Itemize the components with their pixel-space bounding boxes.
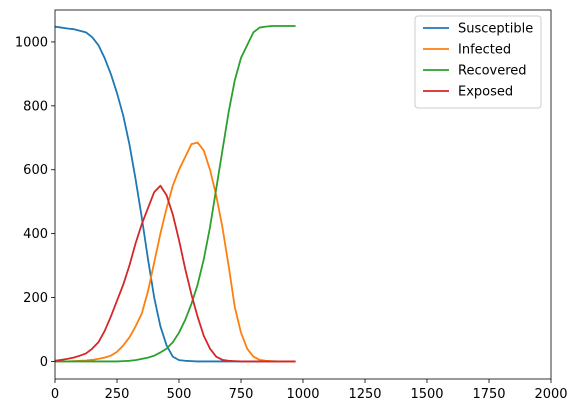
plot-frame [54, 9, 552, 380]
legend-label-susceptible: Susceptible [458, 22, 533, 37]
y-tick-label: 600 [23, 163, 48, 178]
axes-layer: 0 250 500 750 1000 1250 1500 1750 2000 0 200 400 600… [15, 35, 568, 402]
y-tick-label: 200 [23, 291, 48, 306]
y-tick-label: 800 [23, 99, 48, 114]
x-tick-label: 1250 [348, 387, 381, 402]
y-tick-label: 0 [40, 355, 48, 370]
series-line-infected [55, 141, 296, 363]
x-tick-label: 1750 [472, 387, 505, 402]
series-line-exposed [54, 184, 296, 363]
legend-label-infected: Infected [458, 43, 511, 58]
y-tick-label: 1000 [15, 35, 48, 50]
legend-label-exposed: Exposed [458, 85, 513, 100]
x-tick-label: 250 [105, 387, 130, 402]
x-tick-label: 0 [51, 387, 59, 402]
series-line-recovered [55, 25, 296, 363]
legend-frame [414, 15, 542, 109]
x-tick-label: 1000 [286, 387, 319, 402]
x-tick-label: 500 [167, 387, 192, 402]
x-tick-label: 2000 [534, 387, 567, 402]
x-tick-label: 1500 [410, 387, 443, 402]
legend-label-recovered: Recovered [458, 64, 527, 79]
series-layer [54, 25, 296, 363]
legend: Susceptible Infected Recovered Exposed [414, 15, 542, 109]
y-tick-label: 400 [23, 227, 48, 242]
x-tick-label: 750 [229, 387, 254, 402]
